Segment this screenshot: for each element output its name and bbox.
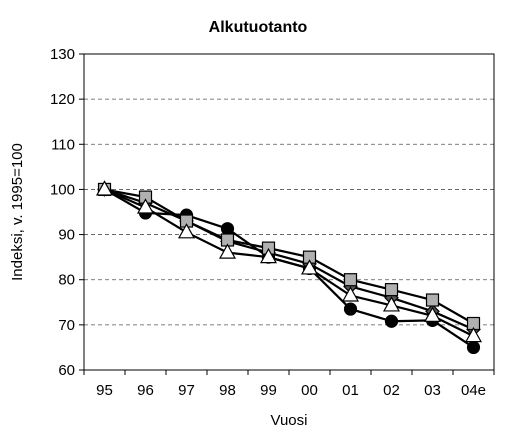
- x-tick-label: 01: [342, 382, 359, 399]
- y-tick-label: 70: [58, 317, 75, 334]
- data-point-circle: [220, 222, 235, 236]
- data-point-triangle: [300, 259, 319, 275]
- x-axis-label: Vuosi: [271, 412, 308, 429]
- data-point-circle: [466, 340, 481, 355]
- x-tick-label: 02: [383, 382, 400, 399]
- y-tick-label: 100: [50, 181, 75, 198]
- series-markers: [95, 180, 483, 355]
- y-axis: 60 70 80 90 100 110 120 130: [50, 46, 84, 379]
- data-point-triangle: [259, 247, 278, 264]
- chart-title: Alkutuotanto: [209, 19, 308, 36]
- x-tick-label: 03: [424, 382, 441, 399]
- data-point-circle: [384, 314, 399, 328]
- x-tick-label: 04e: [461, 382, 486, 399]
- series-line-diamond: [104, 188, 474, 331]
- y-tick-label: 90: [58, 227, 75, 244]
- data-point-square: [425, 293, 440, 307]
- data-point-triangle: [95, 180, 114, 196]
- grid: [84, 98, 494, 326]
- y-axis-label: Indeksi, v. 1995=100: [9, 143, 26, 281]
- data-point-circle: [343, 302, 358, 316]
- y-tick-label: 130: [50, 46, 75, 63]
- data-point-triangle: [423, 306, 442, 322]
- y-tick-label: 80: [58, 272, 75, 289]
- data-point-triangle: [136, 198, 155, 214]
- y-tick-label: 110: [51, 136, 75, 153]
- data-point-triangle: [341, 286, 360, 302]
- data-point-square: [384, 283, 399, 297]
- x-tick-label: 95: [96, 382, 113, 399]
- x-tick-label: 99: [260, 382, 277, 399]
- series-lines: [103, 188, 475, 349]
- series-line-circle: [103, 188, 475, 349]
- data-point-square: [343, 273, 358, 287]
- y-tick-label: 120: [50, 91, 75, 108]
- series-line-triangle: [104, 188, 474, 338]
- x-tick-label: 97: [178, 382, 195, 399]
- data-point-triangle: [177, 223, 196, 239]
- x-tick-label: 00: [301, 382, 318, 399]
- data-point-triangle: [382, 296, 401, 312]
- y-tick-label: 60: [58, 362, 75, 379]
- series-line-square: [104, 188, 475, 325]
- x-tick-label: 98: [219, 382, 236, 399]
- x-axis: 95 96 97 98 99 00 01 02 03 04e: [83, 370, 495, 399]
- x-tick-label: 96: [137, 382, 154, 399]
- data-point-triangle: [464, 326, 483, 343]
- data-point-triangle: [218, 243, 237, 259]
